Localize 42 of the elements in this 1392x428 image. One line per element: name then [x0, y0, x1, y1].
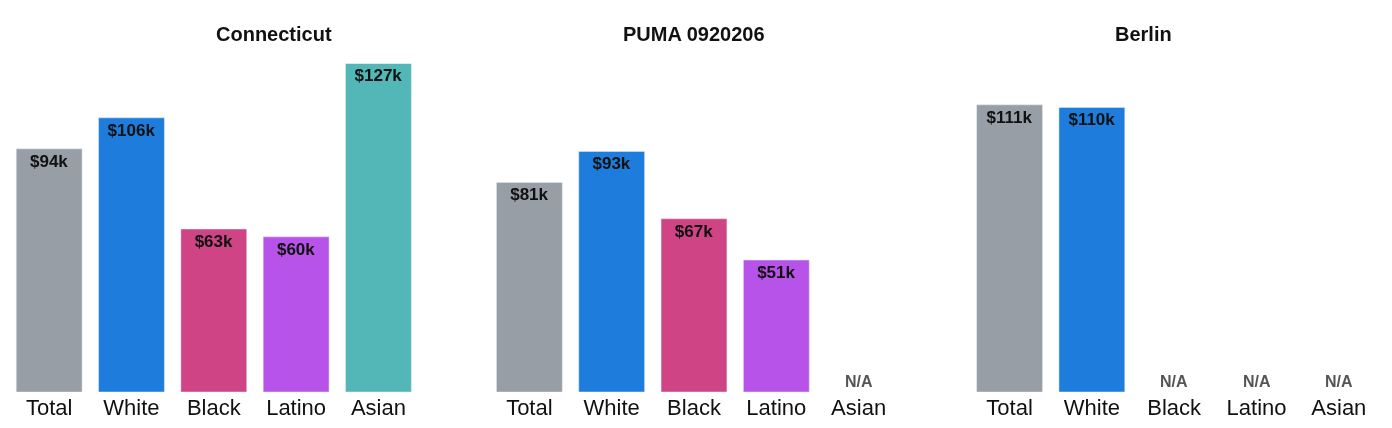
data-label: $60k — [276, 239, 316, 259]
chart-title: PUMA 0920206 — [623, 23, 765, 45]
x-tick-label: Black — [1147, 395, 1203, 420]
x-tick-label: Asian — [1311, 395, 1367, 420]
bar — [496, 182, 563, 392]
text: N/A — [1160, 373, 1188, 390]
x-tick-label: Latino — [266, 395, 327, 420]
bar — [98, 117, 165, 392]
x-tick-label: White — [103, 395, 160, 420]
bar — [578, 151, 645, 392]
data-label: $111k — [986, 107, 1033, 127]
bar — [262, 236, 330, 392]
x-tick-label: White — [583, 395, 640, 420]
bar — [180, 228, 247, 392]
x-tick-label: Latino — [1226, 395, 1287, 420]
x-tick-label: Black — [667, 395, 722, 420]
x-tick-label: Asian — [350, 395, 406, 420]
chart-title: Connecticut — [216, 23, 332, 45]
data-label: $94k — [29, 151, 69, 171]
text: N/A — [1243, 373, 1271, 390]
x-tick-label: Black — [186, 395, 242, 420]
bar — [345, 63, 412, 392]
data-label: $127k — [354, 66, 403, 86]
x-tick-label: Latino — [746, 395, 807, 420]
text: N/A — [845, 373, 873, 390]
x-tick-label: Asian — [831, 395, 887, 420]
x-tick-label: Total — [986, 395, 1033, 420]
bar — [15, 148, 83, 392]
data-label: $93k — [592, 154, 631, 174]
bar — [660, 218, 728, 392]
bar — [743, 259, 810, 392]
chart-title: Berlin — [1115, 23, 1172, 45]
x-tick-label: Total — [25, 395, 73, 420]
text: N/A — [1325, 373, 1353, 390]
data-label: $67k — [674, 221, 714, 241]
x-tick-label: Total — [506, 395, 553, 420]
x-tick-label: White — [1063, 395, 1121, 420]
data-label: $51k — [757, 263, 796, 283]
data-label: $63k — [194, 232, 233, 252]
data-label: $81k — [510, 185, 549, 205]
data-label: $110k — [1068, 110, 1116, 130]
data-label: $106k — [107, 120, 156, 140]
